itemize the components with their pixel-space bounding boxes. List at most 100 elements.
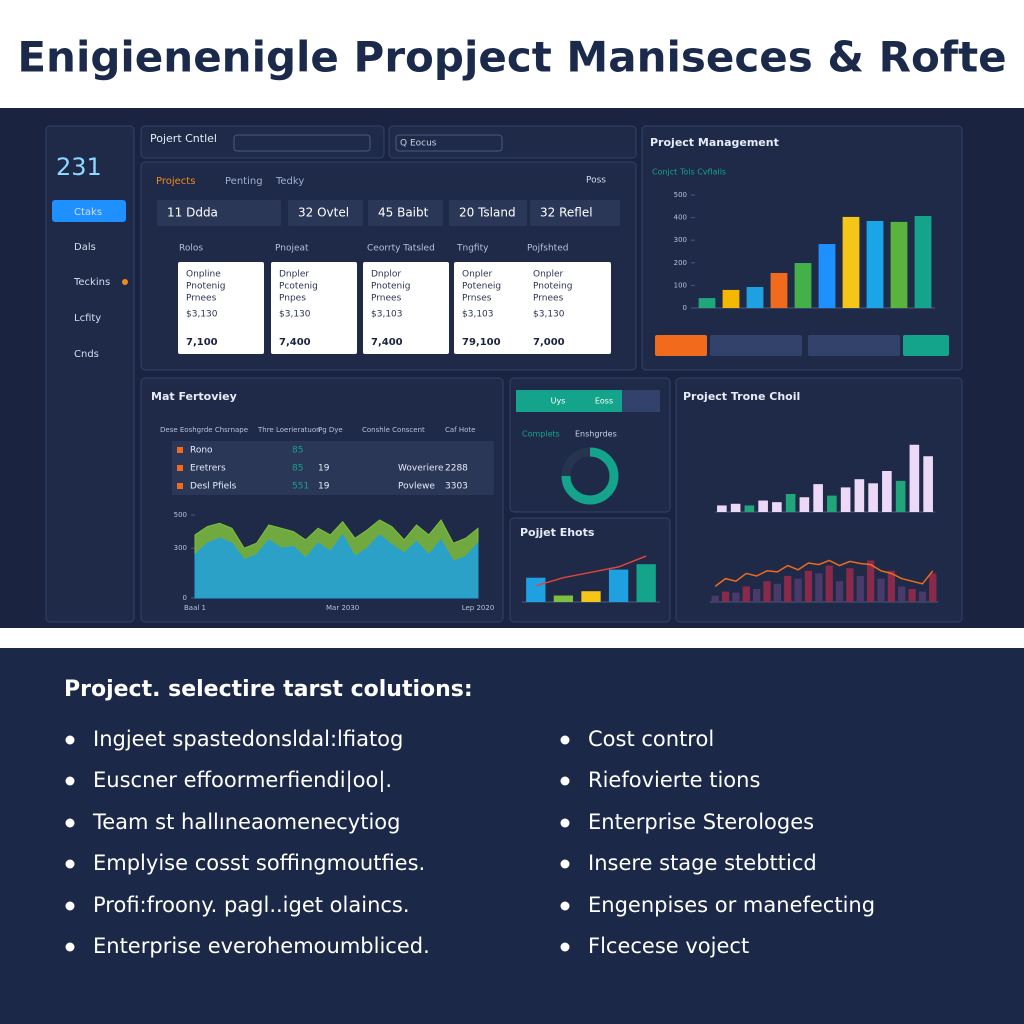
bullet-text: Flcecese voject xyxy=(588,934,749,958)
bar xyxy=(895,480,906,512)
bar xyxy=(846,568,854,602)
bullet xyxy=(560,942,570,952)
bullet-text: Cost control xyxy=(588,727,714,751)
bar xyxy=(827,495,837,512)
column-header: Tngfity xyxy=(456,244,489,254)
bar xyxy=(867,560,875,602)
card-amount: $3,130 xyxy=(533,310,565,320)
chart-title: Project Trone Choil xyxy=(683,390,800,403)
stat-box xyxy=(449,200,527,226)
button[interactable] xyxy=(903,335,949,356)
y-tick-label: 400 xyxy=(674,214,687,222)
bullet-text: Insere stage stebtticd xyxy=(588,851,817,875)
segment-tab[interactable]: Eoss xyxy=(595,397,613,406)
bar xyxy=(918,591,927,602)
table-cell: Eretrers xyxy=(190,464,226,474)
bullet xyxy=(65,776,75,786)
bar xyxy=(882,471,892,512)
column-header: Pnojeat xyxy=(275,244,309,254)
y-tick-label: 200 xyxy=(674,259,687,267)
bullet xyxy=(65,735,75,745)
combo-panel xyxy=(509,517,671,623)
solutions-heading: Project. selectire tarst colutions: xyxy=(64,677,473,702)
segment-tab[interactable]: Uys xyxy=(551,397,566,406)
table-cell: 2288 xyxy=(445,464,468,474)
project-card xyxy=(454,262,540,354)
sidebar-active xyxy=(52,200,126,222)
table-cell: 3303 xyxy=(445,482,468,492)
solutions-bg xyxy=(0,648,1024,1024)
bar xyxy=(763,581,771,602)
card-line: Onpler xyxy=(533,270,564,280)
bullet-text: Engenpises or manefecting xyxy=(588,893,875,917)
card-line: Pnotenig xyxy=(371,282,410,292)
bar xyxy=(730,503,741,512)
table-row-bg xyxy=(172,441,494,495)
sidebar-item[interactable]: Lcfity xyxy=(74,313,101,324)
bullet-text: Profi:froony. pagl..iget olaincs. xyxy=(93,893,410,917)
tab[interactable]: Tedky xyxy=(275,176,304,187)
bullet xyxy=(65,818,75,828)
stat-label: 11 Ddda xyxy=(167,206,218,220)
bullet-text: Emplyise cosst soffingmoutfies. xyxy=(93,851,425,875)
card-line: Onpline xyxy=(186,270,221,280)
bar xyxy=(711,595,719,602)
sidebar-item[interactable]: Dals xyxy=(74,242,96,253)
bar xyxy=(785,493,796,512)
card-total: 7,000 xyxy=(533,337,565,348)
table-cell: 85 xyxy=(292,464,303,474)
bar xyxy=(842,216,860,308)
bar xyxy=(753,589,761,602)
page-title: Enigienenigle Propject Maniseces & Rofte xyxy=(17,33,1006,82)
bar xyxy=(914,216,932,308)
table-header: Dese Eoshgrde Chsrnape xyxy=(160,426,248,434)
bar xyxy=(890,221,908,308)
project-card xyxy=(271,262,357,354)
bar xyxy=(746,286,764,308)
sidebar-item[interactable]: Ctaks xyxy=(74,207,102,218)
area xyxy=(194,534,479,599)
column-header: Ceorrty Tatsled xyxy=(367,244,435,254)
notify-dot xyxy=(122,279,128,285)
card-line: Poteneig xyxy=(462,282,501,292)
button[interactable] xyxy=(655,335,707,356)
bar xyxy=(553,595,574,602)
bullet-text: Enterprise Sterologes xyxy=(588,810,814,834)
bar xyxy=(856,576,864,602)
bar xyxy=(840,487,851,512)
row-marker xyxy=(177,483,183,489)
card-line: Dnplor xyxy=(371,270,401,280)
sidebar xyxy=(45,125,135,623)
column-header: Pojfshted xyxy=(527,244,568,254)
tab[interactable]: Projects xyxy=(156,176,195,187)
sidebar-item[interactable]: Teckins xyxy=(73,277,110,288)
stat-label: 32 Ovtel xyxy=(298,206,349,220)
bar xyxy=(923,456,933,512)
table-cell: Rono xyxy=(190,446,213,456)
row-marker xyxy=(177,465,183,471)
card-line: Prnses xyxy=(462,294,492,304)
card-line: Pnpes xyxy=(279,294,306,304)
table-cell: Povlewe xyxy=(398,482,435,492)
y-tick-label: 0 xyxy=(183,594,187,602)
button[interactable] xyxy=(808,335,900,356)
select-box xyxy=(233,134,371,152)
card-line: Prnees xyxy=(371,294,402,304)
button[interactable] xyxy=(710,335,802,356)
x-tick-label: Lep 2020 xyxy=(462,604,495,612)
x-tick-label: Baal 1 xyxy=(184,604,206,612)
table-header: Pg Dye xyxy=(318,426,343,434)
y-tick-label: 300 xyxy=(674,236,687,244)
card-amount: $3,130 xyxy=(279,310,311,320)
sidebar-item[interactable]: Cnds xyxy=(74,349,99,360)
search-input[interactable]: Q Eocus xyxy=(400,139,437,149)
stat-label: 32 Reflel xyxy=(540,206,593,220)
bullet xyxy=(65,942,75,952)
stat-box xyxy=(530,200,620,226)
bar xyxy=(717,505,727,512)
tab[interactable]: Penting xyxy=(225,176,263,187)
table-cell: 551 xyxy=(292,482,309,492)
row-marker xyxy=(177,447,183,453)
header-bg xyxy=(0,0,1024,108)
